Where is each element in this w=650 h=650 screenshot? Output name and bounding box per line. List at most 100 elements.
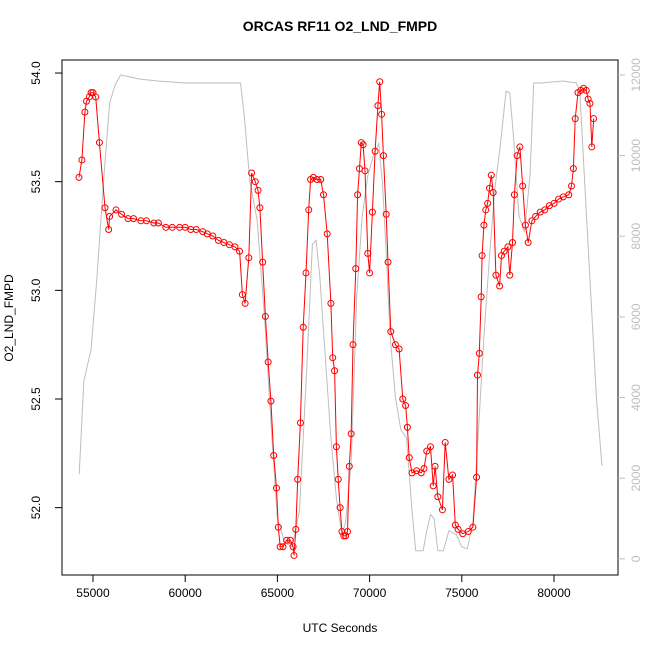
data-point: [382, 210, 390, 218]
data-point: [426, 443, 434, 451]
data-point: [423, 447, 431, 455]
data-point: [254, 186, 262, 194]
data-point: [327, 299, 335, 307]
data-point: [569, 165, 577, 173]
data-point: [510, 191, 518, 199]
data-point: [449, 471, 457, 479]
data-point: [492, 271, 500, 279]
data-point: [357, 139, 365, 147]
data-point: [329, 354, 337, 362]
data-point: [78, 156, 86, 164]
data-point: [299, 323, 307, 331]
data-point: [438, 506, 446, 514]
data-point: [454, 525, 462, 533]
data-point: [504, 243, 512, 251]
x-tick-label: 80000: [537, 586, 571, 600]
data-point: [485, 184, 493, 192]
data-point: [473, 473, 481, 481]
data-point: [112, 206, 120, 214]
data-point: [248, 169, 256, 177]
data-point: [568, 182, 576, 190]
data-point: [236, 247, 244, 255]
data-point: [251, 178, 259, 186]
data-point: [294, 475, 302, 483]
y-tick-label: 54.0: [29, 61, 43, 85]
data-point: [445, 475, 453, 483]
data-point: [480, 221, 488, 229]
data-point: [434, 493, 442, 501]
data-point: [384, 258, 392, 266]
data-point: [489, 189, 497, 197]
data-point: [431, 462, 439, 470]
data-point: [323, 230, 331, 238]
data-point: [276, 543, 284, 551]
data-point: [352, 265, 360, 273]
data-point: [516, 143, 524, 151]
data-point: [267, 397, 275, 405]
data-point: [279, 543, 287, 551]
data-point: [209, 232, 217, 240]
plot-frame: [61, 59, 619, 576]
y2-tick-label: 8000: [629, 223, 643, 250]
data-point: [429, 482, 437, 490]
data-point: [150, 219, 158, 227]
data-point: [259, 258, 267, 266]
data-point: [532, 212, 540, 220]
data-point: [168, 223, 176, 231]
data-point: [368, 208, 376, 216]
data-point: [270, 451, 278, 459]
y2-tick-label: 10000: [629, 139, 643, 173]
data-point: [340, 532, 348, 540]
data-point: [364, 249, 372, 257]
data-point: [331, 367, 339, 375]
data-point: [473, 371, 481, 379]
data-point: [130, 215, 138, 223]
data-point: [264, 358, 272, 366]
y-tick-label: 52.0: [29, 496, 43, 520]
data-point: [342, 532, 350, 540]
series-line: [78, 81, 595, 556]
data-point: [334, 475, 342, 483]
data-point: [378, 110, 386, 118]
chart-title: ORCAS RF11 O2_LND_FMPD: [243, 18, 437, 34]
data-point: [477, 293, 485, 301]
data-point: [238, 291, 246, 299]
data-point: [241, 299, 249, 307]
data-point: [283, 536, 291, 544]
data-point: [142, 217, 150, 225]
data-point: [359, 141, 367, 149]
data-point: [521, 221, 529, 229]
data-point: [513, 152, 521, 160]
data-point: [319, 191, 327, 199]
y-tick-label: 53.5: [29, 170, 43, 194]
data-point: [395, 345, 403, 353]
data-point: [347, 430, 355, 438]
y2-tick-label: 2000: [629, 465, 643, 492]
data-point: [317, 176, 325, 184]
data-point: [496, 282, 504, 290]
data-point: [590, 115, 598, 123]
y2-tick-label: 0: [629, 555, 643, 562]
data-point: [354, 191, 362, 199]
y2-tick-label: 12000: [629, 58, 643, 92]
data-point: [81, 108, 89, 116]
data-point: [420, 465, 428, 473]
data-point: [464, 528, 472, 536]
data-point: [286, 536, 294, 544]
data-point: [484, 199, 492, 207]
data-point: [550, 199, 558, 207]
data-point: [192, 225, 200, 233]
data-point: [366, 269, 374, 277]
x-tick-label: 55000: [76, 586, 110, 600]
data-point: [376, 78, 384, 86]
y2-tick-label: 4000: [629, 384, 643, 411]
data-point: [87, 89, 95, 97]
data-point: [371, 147, 379, 155]
data-point: [487, 171, 495, 179]
y-tick-label: 53.0: [29, 278, 43, 302]
data-point: [584, 95, 592, 103]
data-point: [528, 217, 536, 225]
data-point: [92, 93, 100, 101]
